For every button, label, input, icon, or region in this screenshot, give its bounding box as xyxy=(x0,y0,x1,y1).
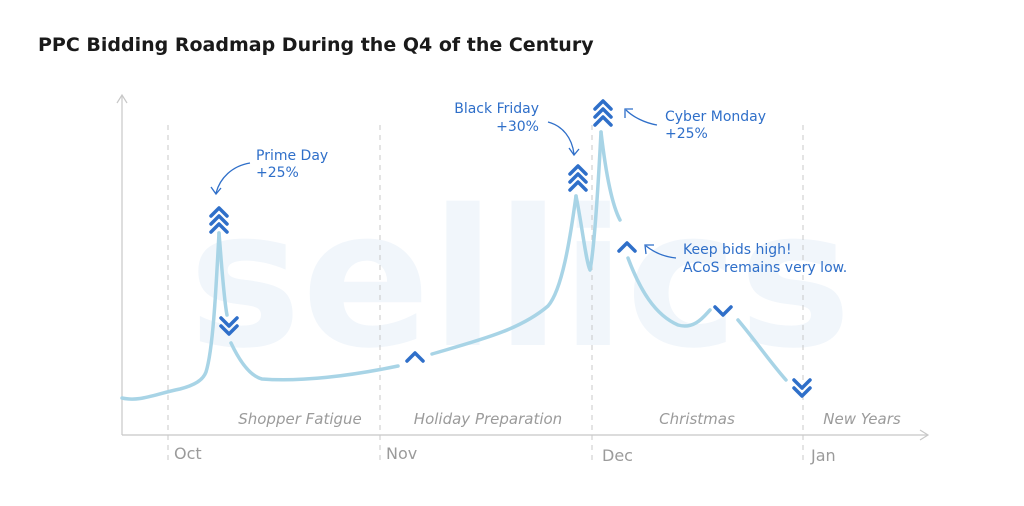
double-chevron-down-icon xyxy=(219,316,239,336)
chevron-up-icon xyxy=(405,351,425,363)
annotation-prime-day: Prime Day xyxy=(256,148,328,164)
annotation-keep-bids: Keep bids high! xyxy=(683,242,792,258)
annotation-keep-bids-sub: ACoS remains very low. xyxy=(683,260,847,276)
x-axis-arrow-icon xyxy=(919,429,930,441)
series-line xyxy=(120,130,788,401)
line-segment xyxy=(430,194,578,356)
chart-title: PPC Bidding Roadmap During the Q4 of the… xyxy=(38,34,594,56)
double-chevron-down-icon xyxy=(792,378,812,398)
annotation-prime-day-value: +25% xyxy=(256,165,299,181)
triple-chevron-up-icon xyxy=(593,99,613,127)
line-segment xyxy=(574,130,603,272)
x-tick-label: Jan xyxy=(810,446,836,465)
annotation-cyber-monday-value: +25% xyxy=(665,126,708,142)
line-segment xyxy=(217,231,229,317)
annotation-arrow xyxy=(625,109,658,126)
annotation-black-friday: Black Friday xyxy=(454,101,539,117)
x-tick-label: Nov xyxy=(386,444,417,463)
line-segment xyxy=(599,130,622,222)
period-label: Holiday Preparation xyxy=(414,410,562,428)
arrow-head-icon xyxy=(210,186,222,196)
x-tick-label: Dec xyxy=(602,446,633,465)
period-label: Shopper Fatigue xyxy=(238,410,362,428)
arrow-head-icon xyxy=(624,108,633,118)
line-segment xyxy=(229,341,400,382)
period-label: New Years xyxy=(823,410,901,428)
arrow-head-icon xyxy=(644,244,654,255)
arrow-head-icon xyxy=(568,147,580,157)
annotation-arrow xyxy=(645,245,677,259)
annotation-cyber-monday: Cyber Monday xyxy=(665,109,766,125)
triple-chevron-up-icon xyxy=(568,164,588,192)
line-segment xyxy=(120,231,221,401)
line-segment xyxy=(736,318,788,382)
x-tick-label: Oct xyxy=(174,444,202,463)
chevron-up-icon xyxy=(617,241,637,253)
triple-chevron-up-icon xyxy=(209,206,229,234)
annotation-black-friday-value: +30% xyxy=(496,119,539,135)
period-label: Christmas xyxy=(659,410,735,428)
annotation-arrow xyxy=(547,121,575,155)
annotation-arrow xyxy=(215,162,251,194)
line-segment xyxy=(626,256,712,328)
y-axis-arrow-icon xyxy=(116,93,128,104)
chevron-down-icon xyxy=(713,305,733,317)
watermark-text: sellics xyxy=(188,169,851,390)
